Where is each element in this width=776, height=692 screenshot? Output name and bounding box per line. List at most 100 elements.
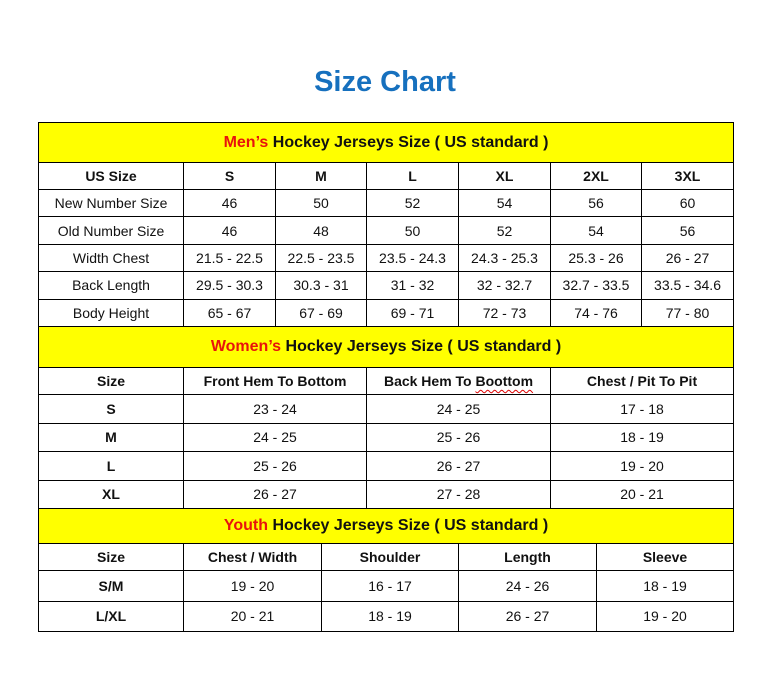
column-header: Chest / Width — [183, 543, 322, 571]
row-label: XL — [38, 479, 184, 509]
table-cell: 21.5 - 22.5 — [183, 243, 276, 273]
column-header-label: Back Hem To Boottom — [383, 373, 534, 389]
table-cell: 46 — [183, 188, 276, 218]
table-cell: 20 - 21 — [549, 479, 735, 509]
youth-size-table: Youth Hockey Jerseys Size ( US standard … — [37, 508, 735, 632]
column-header: Length — [458, 543, 597, 571]
section-audience: Youth — [223, 517, 269, 534]
table-cell: 24 - 25 — [366, 394, 551, 424]
table-row: Back Length 29.5 - 30.3 30.3 - 31 31 - 32 32… — [38, 271, 735, 300]
table-row: Width Chest 21.5 - 22.5 22.5 - 23.5 23.5 - … — [38, 243, 735, 273]
column-header: 3XL — [640, 162, 735, 190]
youth-section-heading: Youth Hockey Jerseys Size ( US standard … — [37, 508, 735, 544]
table-cell: 26 - 27 — [366, 451, 551, 481]
row-label: Old Number Size — [38, 216, 184, 245]
column-header: 2XL — [550, 162, 642, 190]
table-cell: 60 — [640, 188, 735, 218]
table-cell: 18 - 19 — [549, 422, 735, 452]
header-row: US Size S M L XL 2XL 3XL — [38, 162, 735, 190]
section-heading-text: Hockey Jerseys Size ( US standard ) — [268, 517, 549, 534]
column-header: Chest / Pit To Pit — [549, 367, 735, 395]
table-cell: 50 — [366, 216, 459, 245]
table-cell: 32.7 - 33.5 — [550, 271, 642, 300]
table-cell: 67 - 69 — [275, 298, 367, 327]
table-row: XL 26 - 27 27 - 28 20 - 21 — [38, 479, 735, 509]
column-header-label: S — [224, 168, 235, 184]
column-header-label: L — [408, 168, 417, 184]
table-cell: 54 — [550, 216, 642, 245]
row-label: Width Chest — [38, 243, 184, 273]
row-label: M — [38, 422, 184, 452]
table-cell: 26 - 27 — [640, 243, 735, 273]
table-cell: 16 - 17 — [321, 570, 459, 602]
women-size-table: Women’s Hockey Jerseys Size ( US standar… — [37, 326, 735, 509]
table-cell: 72 - 73 — [458, 298, 551, 327]
section-audience: Men’s — [223, 133, 269, 151]
table-cell: 26 - 27 — [183, 479, 367, 509]
page-title: Size Chart — [314, 66, 456, 98]
table-cell: 52 — [458, 216, 551, 245]
misspelled-word: Boottom — [475, 373, 534, 389]
table-cell: 31 - 32 — [366, 271, 459, 300]
table-cell: 56 — [640, 216, 735, 245]
column-header: S — [183, 162, 276, 190]
table-cell: 17 - 18 — [549, 394, 735, 424]
table-cell: 20 - 21 — [183, 600, 322, 632]
men-size-table: Men’s Hockey Jerseys Size ( US standard … — [37, 122, 735, 327]
table-row: Old Number Size 46 48 50 52 54 56 — [38, 216, 735, 245]
table-cell: 19 - 20 — [183, 570, 322, 602]
section-heading-text: Hockey Jerseys Size ( US standard ) — [268, 133, 549, 151]
column-header: Size — [38, 367, 184, 395]
row-label: Body Height — [38, 298, 184, 327]
women-section-heading: Women’s Hockey Jerseys Size ( US standar… — [37, 326, 735, 368]
table-cell: 24 - 26 — [458, 570, 597, 602]
table-cell: 74 - 76 — [550, 298, 642, 327]
table-cell: 22.5 - 23.5 — [275, 243, 367, 273]
table-row: New Number Size 46 50 52 54 56 60 — [38, 188, 735, 218]
column-header-label: 3XL — [674, 168, 701, 184]
table-cell: 25 - 26 — [366, 422, 551, 452]
column-header: M — [275, 162, 367, 190]
table-cell: 54 — [458, 188, 551, 218]
table-row: M 24 - 25 25 - 26 18 - 19 — [38, 422, 735, 452]
table-cell: 30.3 - 31 — [275, 271, 367, 300]
table-cell: 19 - 20 — [595, 600, 735, 632]
section-audience: Women’s — [210, 338, 282, 355]
row-label: S — [38, 394, 184, 424]
table-row: S/M 19 - 20 16 - 17 24 - 26 18 - 19 — [38, 570, 735, 602]
table-row: L 25 - 26 26 - 27 19 - 20 — [38, 451, 735, 481]
table-row: L/XL 20 - 21 18 - 19 26 - 27 19 - 20 — [38, 600, 735, 632]
table-row: Body Height 65 - 67 67 - 69 69 - 71 72 - 73 7… — [38, 298, 735, 327]
table-cell: 48 — [275, 216, 367, 245]
column-header: L — [366, 162, 459, 190]
table-cell: 33.5 - 34.6 — [640, 271, 735, 300]
column-header: Front Hem To Bottom — [183, 367, 367, 395]
table-cell: 52 — [366, 188, 459, 218]
header-row: Size Chest / Width Shoulder Length Sleeve — [38, 543, 735, 571]
table-cell: 23 - 24 — [183, 394, 367, 424]
row-label: Back Length — [38, 271, 184, 300]
column-header-label: 2XL — [583, 168, 609, 184]
column-header-label: M — [315, 168, 327, 184]
column-header-label: Length — [504, 549, 551, 565]
table-cell: 19 - 20 — [549, 451, 735, 481]
column-header: Sleeve — [595, 543, 735, 571]
column-header-label: Sleeve — [642, 549, 688, 565]
table-cell: 24 - 25 — [183, 422, 367, 452]
row-label: L/XL — [38, 600, 184, 632]
column-header: Size — [38, 543, 184, 571]
table-cell: 25.3 - 26 — [550, 243, 642, 273]
table-row: S 23 - 24 24 - 25 17 - 18 — [38, 394, 735, 424]
column-header: US Size — [38, 162, 184, 190]
table-cell: 56 — [550, 188, 642, 218]
table-cell: 27 - 28 — [366, 479, 551, 509]
column-header: Back Hem To Boottom — [366, 367, 551, 395]
table-cell: 23.5 - 24.3 — [366, 243, 459, 273]
column-header-label: Size — [96, 549, 125, 565]
table-cell: 32 - 32.7 — [458, 271, 551, 300]
table-cell: 26 - 27 — [458, 600, 597, 632]
row-label: New Number Size — [38, 188, 184, 218]
column-header-label: XL — [495, 168, 514, 184]
men-section-heading: Men’s Hockey Jerseys Size ( US standard … — [37, 122, 735, 163]
column-header-label: Shoulder — [359, 549, 421, 565]
